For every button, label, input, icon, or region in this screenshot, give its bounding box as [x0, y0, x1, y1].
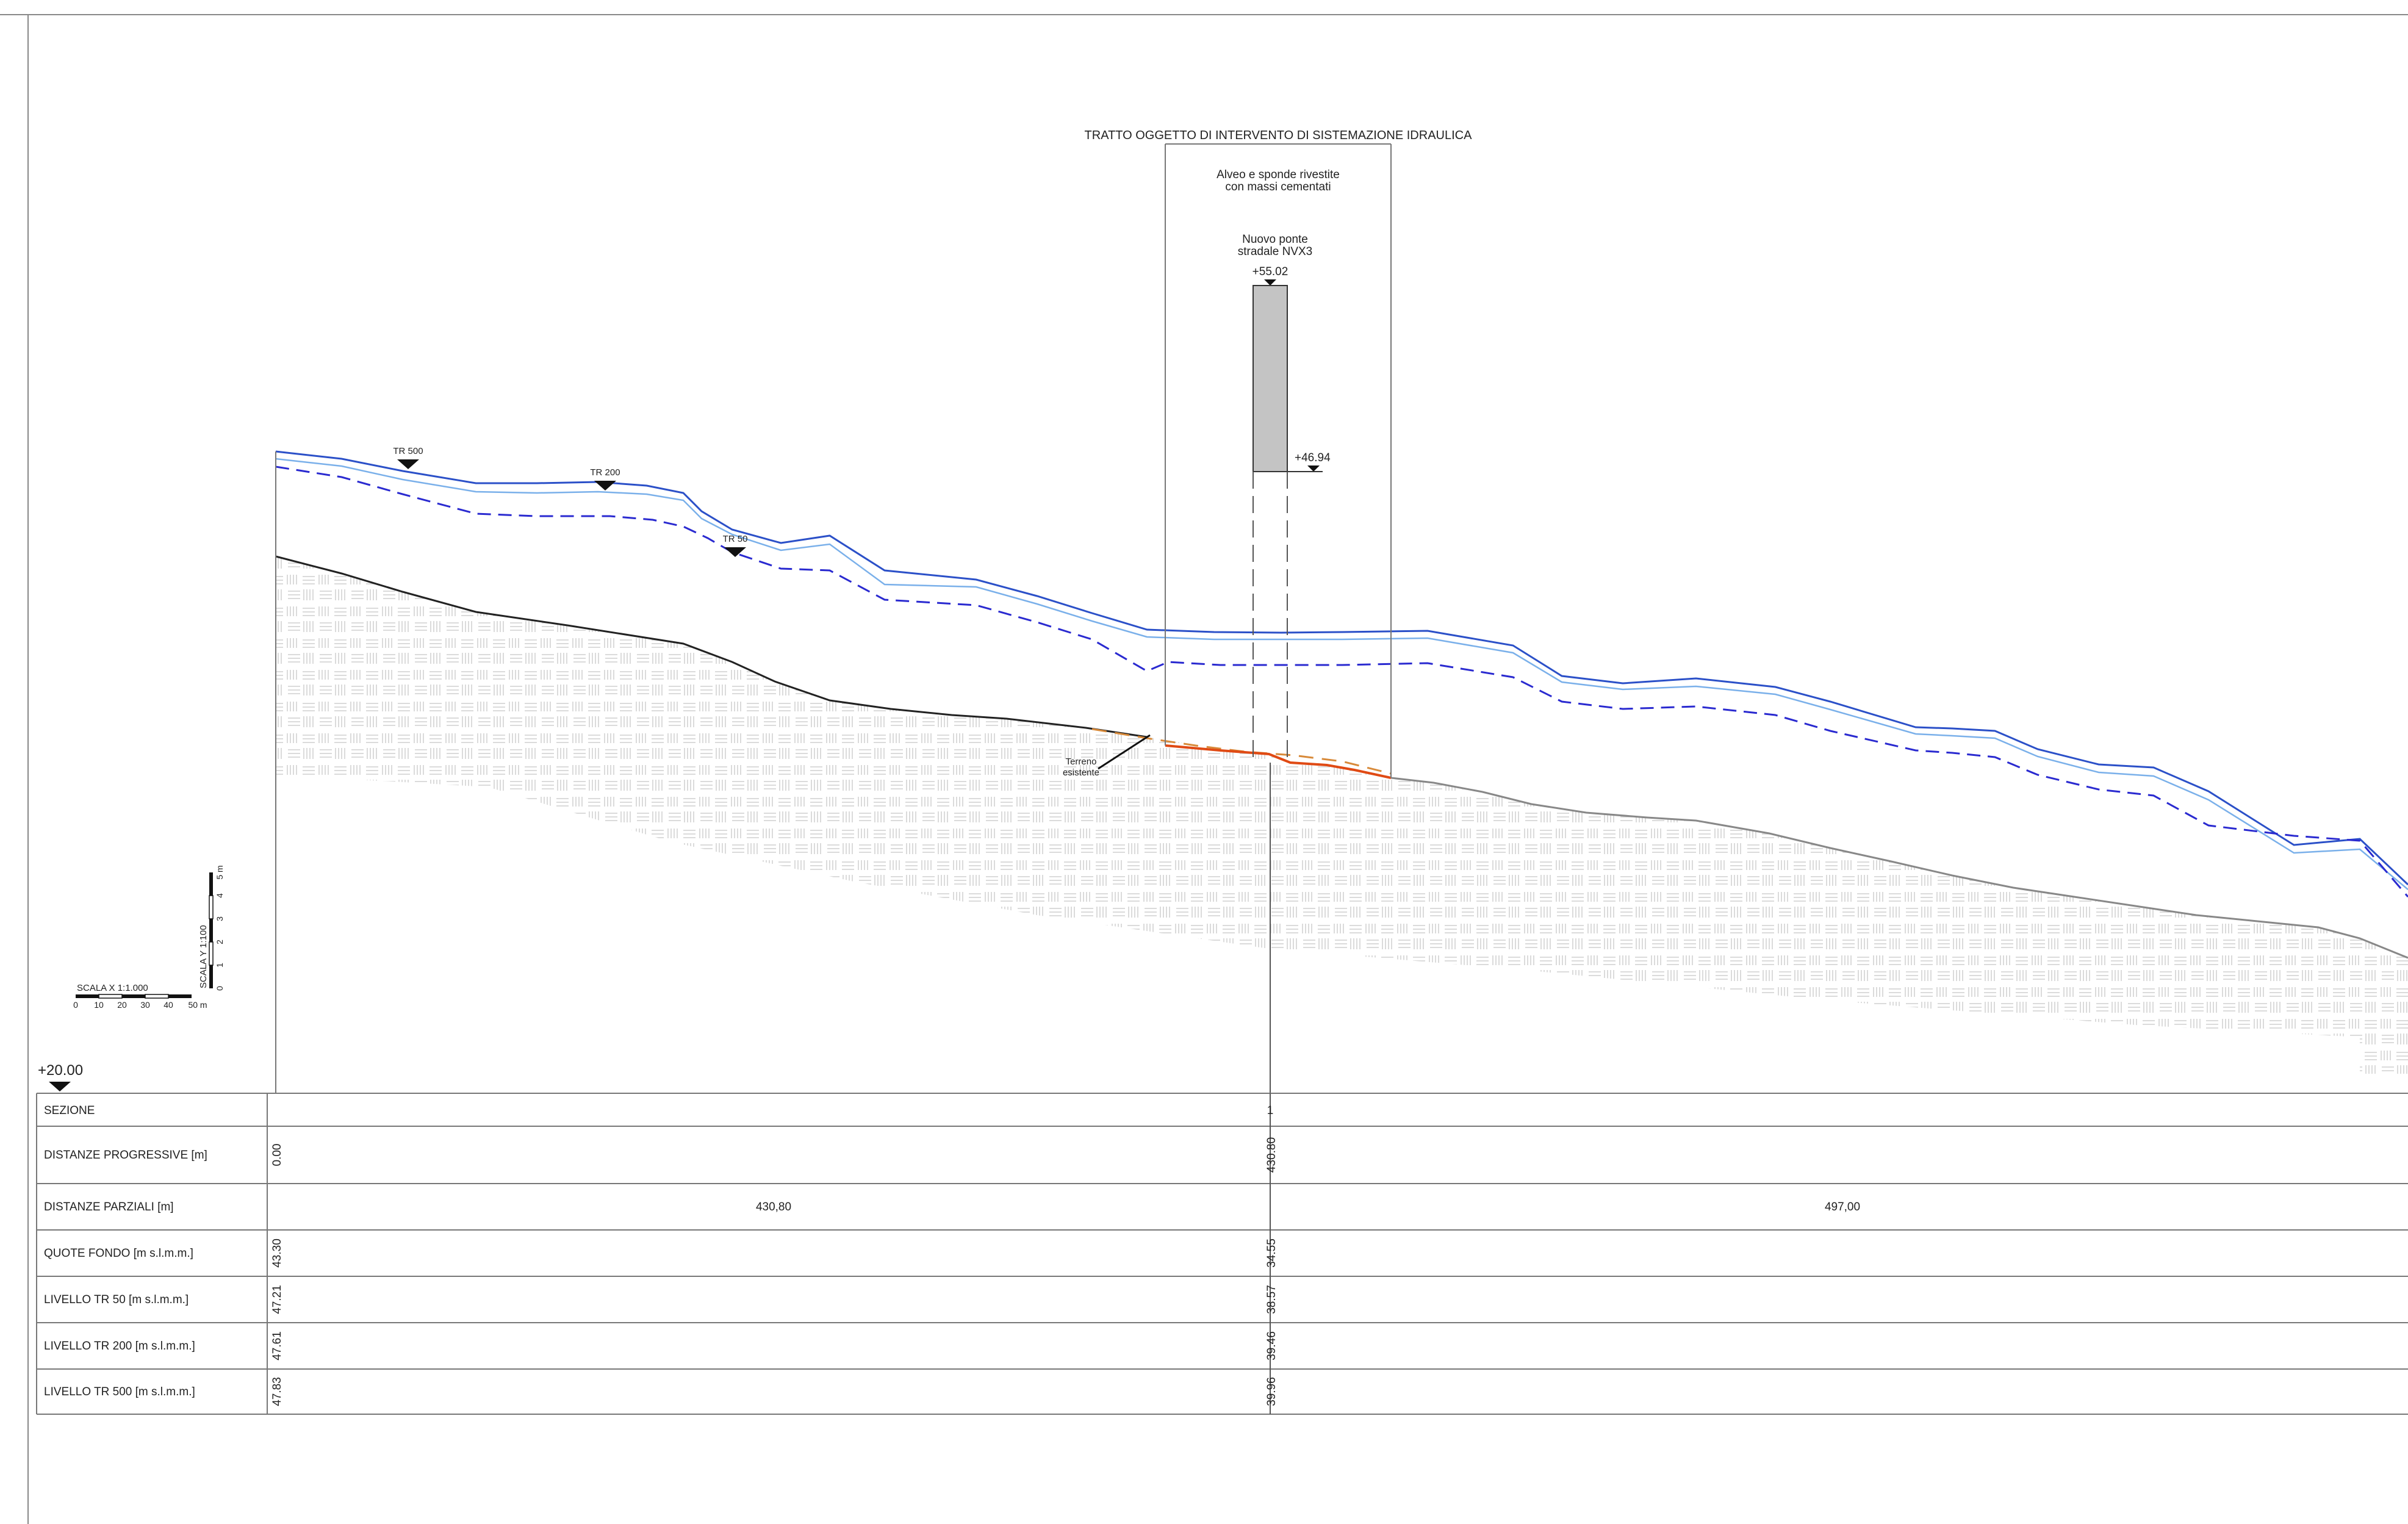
row-label-quote-fondo: QUOTE FONDO [m s.l.m.m.] — [44, 1247, 193, 1260]
tr50-level-0: 47.21 — [271, 1285, 284, 1314]
terrain-label-line1: Terreno — [1066, 757, 1097, 767]
row-label-distanze-parziali: DISTANZE PARZIALI [m] — [44, 1201, 174, 1213]
bridge-label-line2: stradale NVX3 — [1238, 245, 1313, 258]
tr200-level-line — [275, 458, 2408, 890]
section-number-1: 1 — [1267, 1104, 1274, 1117]
bridge-deck-section — [1253, 285, 1288, 472]
tr50-level-1: 38.57 — [1265, 1285, 1278, 1314]
tr500-level-0: 47.83 — [271, 1377, 284, 1406]
progressive-distance-0: 0.00 — [271, 1144, 284, 1166]
tr500-marker-icon — [397, 459, 419, 469]
flood-level-labels: TR 500 TR 200 TR 50 — [393, 446, 747, 557]
scale-y-title: SCALA Y 1:100 — [198, 925, 209, 988]
scale-x-tick-3: 30 — [140, 1000, 150, 1010]
partial-distance-0: 430,80 — [756, 1201, 791, 1213]
terrain-line-downstream — [1390, 777, 2408, 959]
sheet-frame — [0, 14, 2408, 1524]
progressive-distance-1: 430.80 — [1265, 1137, 1278, 1173]
scale-y-tick-3: 3 — [215, 916, 225, 921]
scale-x-tick-4: 40 — [164, 1000, 173, 1010]
soil-hatch — [276, 556, 2408, 1074]
scale-x-tick-5: 50 m — [188, 1000, 207, 1010]
scale-bars: SCALA X 1:1.000 0 10 20 30 40 50 m SCALA… — [73, 865, 225, 1010]
tr50-level-line — [275, 465, 2408, 897]
terrain-line-upstream — [275, 555, 1148, 738]
scale-x-tick-1: 10 — [94, 1000, 104, 1010]
profile-data-table — [36, 1093, 2408, 1415]
flood-levels — [275, 450, 2408, 897]
bridge-soffit-elevation: +46.94 — [1295, 451, 1331, 464]
scale-x-tick-2: 20 — [117, 1000, 127, 1010]
row-label-livello-tr200: LIVELLO TR 200 [m s.l.m.m.] — [44, 1340, 195, 1353]
lining-note-line2: con massi cementati — [1225, 181, 1331, 193]
datum-label: +20.00 — [38, 1062, 83, 1079]
tr500-level-line — [275, 450, 2408, 886]
row-label-sezione: SEZIONE — [44, 1104, 95, 1117]
scale-y-tick-0: 0 — [215, 986, 225, 991]
intervention-title: TRATTO OGGETTO DI INTERVENTO DI SISTEMAZ… — [1085, 129, 1473, 142]
partial-distance-1: 497,00 — [1825, 1201, 1860, 1213]
tr200-level-0: 47.61 — [271, 1331, 284, 1360]
tr500-level-1: 39.96 — [1265, 1377, 1278, 1406]
tr200-level-1: 39.46 — [1265, 1331, 1278, 1360]
table-row-labels: SEZIONE DISTANZE PROGRESSIVE [m] DISTANZ… — [44, 1104, 207, 1398]
scale-y-tick-4: 4 — [215, 893, 225, 898]
tr50-marker-icon — [724, 547, 746, 557]
tr50-label: TR 50 — [723, 534, 748, 544]
bridge-deck-marker-icon — [1264, 279, 1276, 286]
lining-note-line1: Alveo e sponde rivestite — [1217, 168, 1340, 181]
row-label-livello-tr500: LIVELLO TR 500 [m s.l.m.m.] — [44, 1386, 195, 1398]
bridge-deck-elevation: +55.02 — [1253, 265, 1288, 278]
tr200-label: TR 200 — [590, 467, 620, 478]
scale-y-tick-5: 5 m — [215, 865, 225, 879]
lining-line — [1165, 744, 1392, 779]
datum: +20.00 — [38, 1062, 83, 1091]
bridge-label-line1: Nuovo ponte — [1242, 233, 1308, 246]
terrain-label-line2: esistente — [1063, 767, 1099, 778]
bed-elevation-0: 43.30 — [271, 1238, 284, 1268]
table-cell-values: 1 0.00 430.80 430,80 497,00 43.30 34.55 … — [271, 1104, 1860, 1406]
scale-x-tick-0: 0 — [73, 1000, 78, 1010]
tr500-label: TR 500 — [393, 446, 423, 456]
scale-x-title: SCALA X 1:1.000 — [77, 983, 148, 993]
tr200-marker-icon — [594, 481, 616, 491]
terrain-callout: Terreno esistente — [1063, 734, 1151, 778]
row-label-livello-tr50: LIVELLO TR 50 [m s.l.m.m.] — [44, 1293, 189, 1306]
scale-y-tick-1: 1 — [215, 963, 225, 968]
row-label-distanze-progressive: DISTANZE PROGRESSIVE [m] — [44, 1149, 207, 1162]
intervention-box — [1165, 143, 1392, 778]
scale-y-tick-2: 2 — [215, 940, 225, 944]
bridge: Nuovo ponte stradale NVX3 +55.02 +46.94 — [1238, 233, 1331, 763]
datum-marker-icon — [49, 1082, 71, 1091]
bed-elevation-1: 34.55 — [1265, 1238, 1278, 1268]
bridge-soffit-marker-icon — [1307, 465, 1320, 472]
